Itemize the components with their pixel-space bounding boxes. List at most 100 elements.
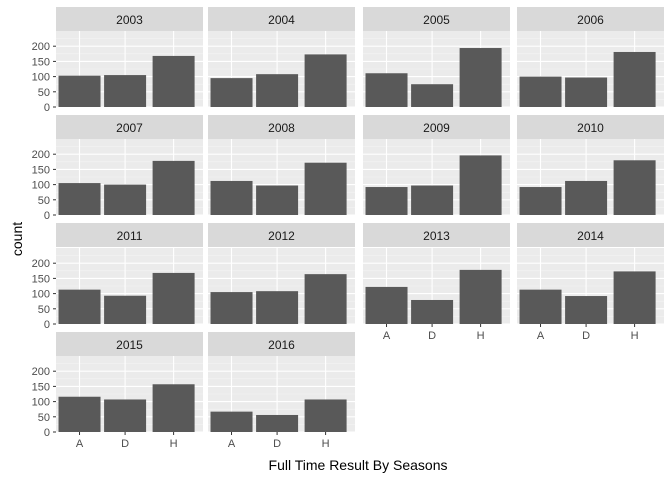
facet-strip-label: 2006 xyxy=(577,13,604,27)
facet-strip-label: 2003 xyxy=(116,13,143,27)
bar-2010-H xyxy=(613,160,656,215)
facet-strip-label: 2011 xyxy=(117,229,143,243)
x-axis-title: Full Time Result By Seasons xyxy=(269,457,448,473)
x-tick-label: D xyxy=(582,330,590,342)
y-tick-label: 100 xyxy=(32,72,50,84)
facet-panel-2012: 2012 xyxy=(208,223,355,325)
bar-2008-D xyxy=(256,185,299,215)
bar-2014-D xyxy=(565,296,608,324)
facet-panel-2007: 2007 0 50 100 150 200 xyxy=(32,115,203,222)
facet-panel-2004: 2004 xyxy=(208,7,355,108)
facet-strip xyxy=(56,7,203,31)
y-tick-label: 50 xyxy=(38,412,50,424)
bar-2012-A xyxy=(210,292,253,324)
bar-2013-A xyxy=(365,286,408,324)
facet-strip xyxy=(363,115,510,139)
facet-strip xyxy=(208,115,355,139)
y-tick-label: 0 xyxy=(44,427,50,439)
facet-strip-label: 2016 xyxy=(268,338,295,352)
facet-panel-2014: 2014 A D H xyxy=(517,223,664,342)
bar-2009-H xyxy=(459,155,502,215)
facet-strip xyxy=(56,223,203,247)
bar-2003-H xyxy=(152,55,195,107)
bar-2014-H xyxy=(613,271,656,324)
facet-strip-label: 2008 xyxy=(268,121,295,135)
y-tick-label: 200 xyxy=(32,366,50,378)
y-tick-label: 200 xyxy=(32,41,50,53)
bar-2006-A xyxy=(519,76,562,107)
bar-2004-H xyxy=(304,54,347,107)
bar-2005-A xyxy=(365,73,408,107)
bar-2016-H xyxy=(304,399,347,432)
bar-2011-H xyxy=(152,272,195,324)
facet-panel-2009: 2009 xyxy=(363,115,510,216)
bar-2015-A xyxy=(58,396,101,432)
facet-strip-label: 2004 xyxy=(268,13,295,27)
y-tick-label: 150 xyxy=(32,164,50,176)
bar-2014-A xyxy=(519,289,562,324)
facet-panel-2015: 2015 0 50 100 150 200 A D H xyxy=(32,332,203,450)
facet-panel-2005: 2005 xyxy=(363,7,510,108)
y-tick-label: 0 xyxy=(44,210,50,222)
bar-2003-A xyxy=(58,75,101,107)
facet-panel-2013: 2013 A D H xyxy=(363,223,510,342)
x-tick-label: A xyxy=(537,330,545,342)
bar-2004-D xyxy=(256,74,299,107)
facet-strip-label: 2014 xyxy=(577,229,604,243)
bar-2006-D xyxy=(565,77,608,107)
bar-2013-H xyxy=(459,269,502,324)
x-tick-label: A xyxy=(383,330,391,342)
facet-panel-2010: 2010 xyxy=(517,115,664,216)
bar-2015-D xyxy=(104,399,147,432)
facets-layer: 2003 0 50 100 150 200 2004 2005 2006 2007 0 50 100 15… xyxy=(32,7,664,450)
x-tick-label: D xyxy=(273,438,281,450)
x-tick-label: D xyxy=(428,330,436,342)
facet-strip xyxy=(56,332,203,356)
bar-2010-A xyxy=(519,187,562,215)
facet-strip xyxy=(208,332,355,356)
y-tick-label: 100 xyxy=(32,180,50,192)
bar-2007-D xyxy=(104,184,147,215)
facet-strip xyxy=(363,7,510,31)
x-tick-label: H xyxy=(322,438,330,450)
bar-2012-D xyxy=(256,291,299,324)
bar-2003-D xyxy=(104,75,147,107)
x-tick-label: H xyxy=(477,330,485,342)
bar-2009-D xyxy=(411,185,454,215)
bar-2016-A xyxy=(210,411,253,432)
facet-panel-2006: 2006 xyxy=(517,7,664,108)
facet-strip-label: 2013 xyxy=(423,229,450,243)
facet-strip xyxy=(208,223,355,247)
facet-panel-2011: 2011 0 50 100 150 200 xyxy=(32,223,203,331)
bar-2007-A xyxy=(58,183,101,215)
y-tick-label: 200 xyxy=(32,149,50,161)
facet-strip-label: 2015 xyxy=(116,338,143,352)
facet-strip-label: 2007 xyxy=(116,121,143,135)
bar-2006-H xyxy=(613,51,656,107)
y-tick-label: 50 xyxy=(38,195,50,207)
facet-strip-label: 2005 xyxy=(423,13,450,27)
facet-strip xyxy=(517,7,664,31)
y-axis-title: count xyxy=(9,222,25,256)
bar-2005-H xyxy=(459,48,502,107)
facet-strip-label: 2009 xyxy=(423,121,450,135)
y-tick-label: 0 xyxy=(44,319,50,331)
bar-2012-H xyxy=(304,274,347,324)
facet-strip xyxy=(56,115,203,139)
facet-strip xyxy=(208,7,355,31)
bar-2016-D xyxy=(256,414,299,432)
bar-2011-A xyxy=(58,289,101,324)
facet-strip xyxy=(363,223,510,247)
facet-panel-2003: 2003 0 50 100 150 200 xyxy=(32,7,203,114)
bar-2008-H xyxy=(304,162,347,215)
bar-2005-D xyxy=(411,84,454,107)
x-tick-label: D xyxy=(121,438,129,450)
x-tick-label: H xyxy=(631,330,639,342)
bar-2011-D xyxy=(104,295,147,324)
facet-panel-2016: 2016 A D H xyxy=(208,332,355,450)
facet-strip xyxy=(517,115,664,139)
bar-2004-A xyxy=(210,78,253,107)
bar-2010-D xyxy=(565,180,608,215)
